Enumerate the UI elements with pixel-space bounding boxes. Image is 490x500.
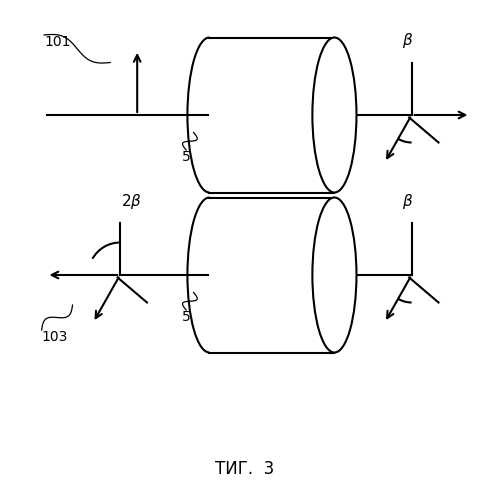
- Text: 101: 101: [44, 35, 71, 49]
- FancyBboxPatch shape: [210, 198, 335, 352]
- Text: 5: 5: [182, 150, 191, 164]
- Text: 103: 103: [42, 330, 68, 344]
- Text: $\beta$: $\beta$: [402, 192, 414, 211]
- Text: $2\beta$: $2\beta$: [121, 192, 142, 211]
- Ellipse shape: [313, 38, 357, 192]
- Text: $\beta$: $\beta$: [402, 31, 414, 50]
- Text: 5: 5: [182, 310, 191, 324]
- Ellipse shape: [313, 198, 357, 352]
- Text: ΤИГ.  3: ΤИГ. 3: [216, 460, 274, 477]
- FancyBboxPatch shape: [210, 38, 335, 192]
